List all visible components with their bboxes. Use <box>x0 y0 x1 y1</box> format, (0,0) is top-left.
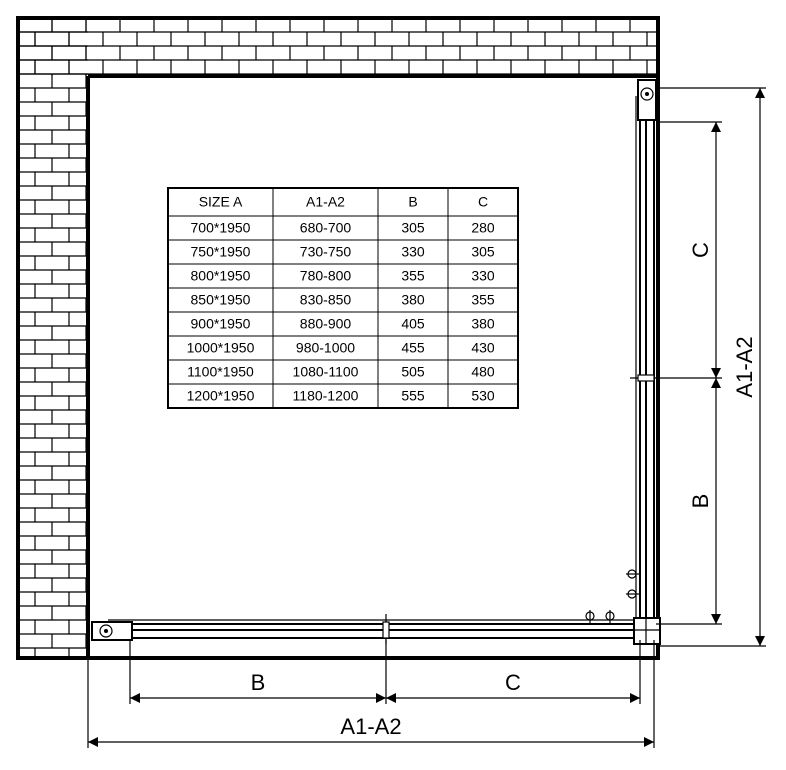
table-cell: 330 <box>471 268 495 284</box>
table-cell: 830-850 <box>300 292 352 308</box>
table-cell: 1200*1950 <box>187 388 255 404</box>
table-header: A1-A2 <box>306 194 345 210</box>
table-cell: 555 <box>401 388 425 404</box>
size-table: SIZE A A1-A2 B C 700*1950 680-700 305 280 750*19… <box>168 188 518 408</box>
table-cell: 700*1950 <box>191 220 251 236</box>
table-cell: 780-800 <box>300 268 352 284</box>
table-cell: 1080-1100 <box>293 364 359 380</box>
table-cell: 980-1000 <box>296 340 355 356</box>
table-cell: 680-700 <box>300 220 352 236</box>
table-cell: 1180-1200 <box>293 388 359 404</box>
technical-drawing: B C A1-A2 C B A1-A2 SIZE A A1-A2 B C 700*1950 680-7… <box>0 0 786 770</box>
table-cell: 380 <box>401 292 425 308</box>
table-cell: 405 <box>401 316 425 332</box>
table-cell: 455 <box>401 340 425 356</box>
table-cell: 330 <box>401 244 425 260</box>
table-cell: 430 <box>471 340 495 356</box>
table-cell: 380 <box>471 316 495 332</box>
dim-right-a: A1-A2 <box>732 336 757 397</box>
dim-bottom-c: C <box>505 670 521 695</box>
table-cell: 730-750 <box>300 244 352 260</box>
table-cell: 750*1950 <box>191 244 251 260</box>
table-cell: 280 <box>471 220 495 236</box>
table-cell: 1000*1950 <box>187 340 255 356</box>
table-cell: 900*1950 <box>191 316 251 332</box>
dim-bottom-a: A1-A2 <box>340 714 401 739</box>
table-cell: 1100*1950 <box>187 364 254 380</box>
table-cell: 355 <box>471 292 495 308</box>
dim-right-c: C <box>688 242 713 258</box>
table-cell: 850*1950 <box>191 292 251 308</box>
table-cell: 505 <box>401 364 425 380</box>
dim-bottom-b: B <box>251 670 266 695</box>
table-cell: 355 <box>401 268 425 284</box>
table-header: SIZE A <box>199 194 243 210</box>
table-cell: 530 <box>471 388 495 404</box>
table-cell: 480 <box>471 364 495 380</box>
dim-right-b: B <box>688 494 713 509</box>
table-header: B <box>408 194 417 210</box>
table-cell: 305 <box>401 220 425 236</box>
table-cell: 880-900 <box>300 316 352 332</box>
table-cell: 305 <box>471 244 495 260</box>
table-cell: 800*1950 <box>191 268 251 284</box>
table-header: C <box>478 194 488 210</box>
